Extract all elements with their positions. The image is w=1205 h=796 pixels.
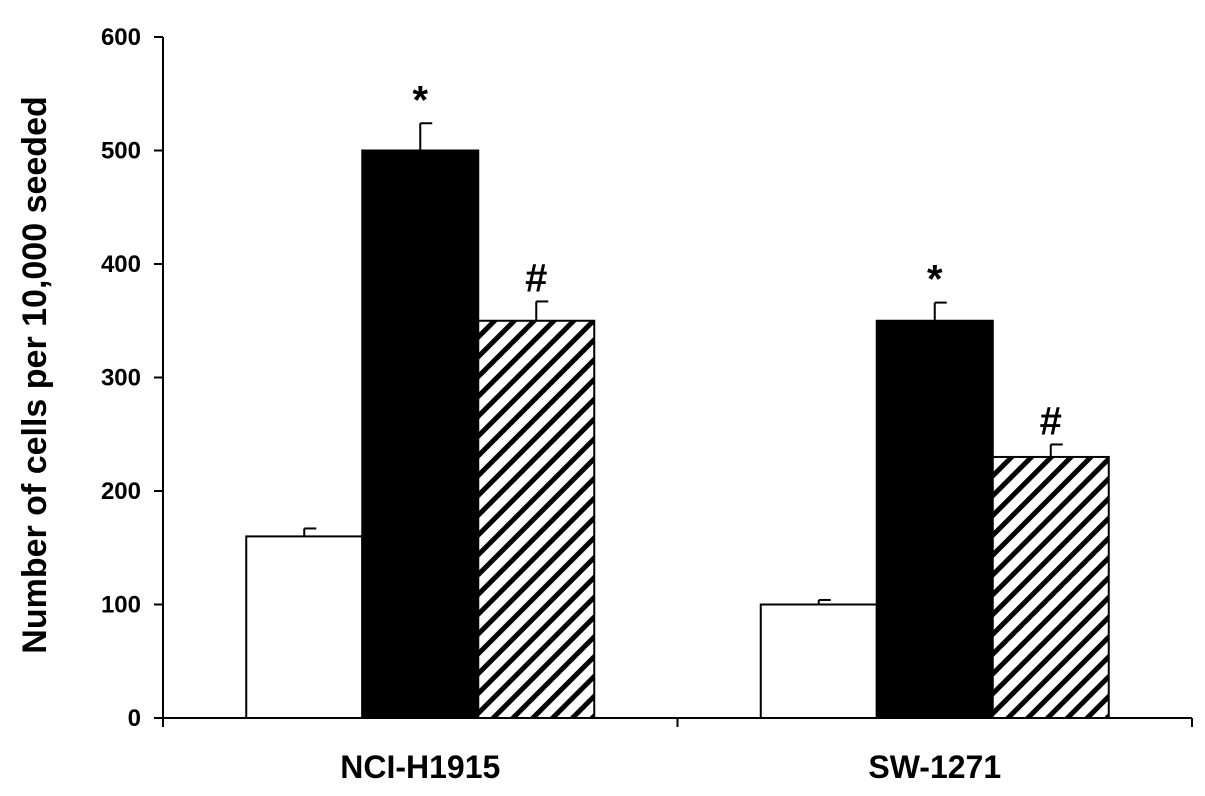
x-category-label-1: SW-1271 [868,749,1001,785]
annotation-0-1: * [412,78,428,122]
annotation-1-1: * [927,258,943,302]
y-tick-label-500: 500 [101,138,141,165]
y-axis-title-group: Number of cells per 10,000 seeded [16,96,54,653]
x-category-label-0: NCI-H1915 [340,749,500,785]
bars [245,122,1110,720]
y-tick-label-400: 400 [101,251,141,278]
bar-1-2 [991,455,1110,719]
annotation-0-2: # [525,256,547,300]
bar-0-0 [245,535,364,720]
y-tick-label-0: 0 [128,705,141,732]
bar-1-0 [759,603,878,719]
labels: 0 100 200 300 400 500 600 * # NCI-H1915 * # SW-1271 [101,24,1062,785]
y-tick-label-200: 200 [101,478,141,505]
y-tick-label-600: 600 [101,24,141,51]
annotation-1-2: # [1040,399,1062,443]
y-tick-label-100: 100 [101,592,141,619]
y-axis-title: Number of cells per 10,000 seeded [16,96,54,653]
bar-1-1 [875,319,994,719]
y-tick-label-300: 300 [101,365,141,392]
bar-0-2 [477,319,596,719]
bar-0-1 [361,149,480,719]
